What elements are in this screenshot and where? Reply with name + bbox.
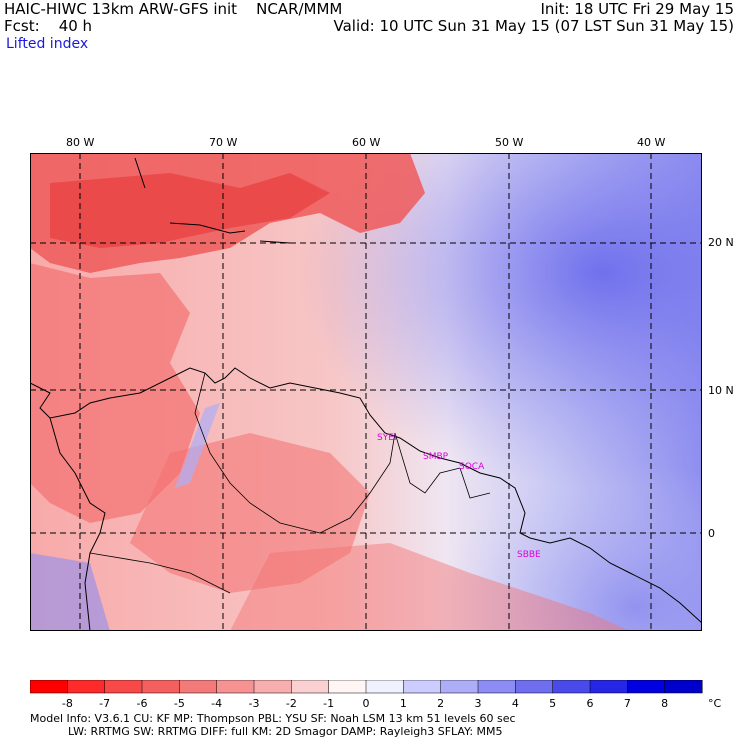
lifted-index-map: SYEI SMBP SOCA SBBE [30,153,702,631]
graticule [30,153,702,631]
colorbar-swatch [552,680,591,694]
colorbar-swatch [515,680,554,694]
lon-label-60w: 60 W [352,136,381,149]
valid-time: Valid: 10 UTC Sun 31 May 15 (07 LST Sun … [333,17,734,35]
colorbar-tick-label: -8 [62,697,73,710]
lon-label-70w: 70 W [209,136,238,149]
colorbar-swatch [328,680,367,694]
colorbar-swatch [664,680,703,694]
colorbar-swatch [216,680,255,694]
colorbar-tick-label: 8 [661,697,668,710]
colorbar-swatch [291,680,330,694]
colorbar: -8 -7 -6 -5 -4 -3 -2 -1 0 1 2 3 4 5 6 7 8 °C [30,680,722,710]
lat-label-20n: 20 N [708,236,734,249]
station-sbbe: SBBE [517,550,541,560]
colorbar-swatch [141,680,180,694]
colorbar-swatch [477,680,516,694]
lon-label-80w: 80 W [66,136,95,149]
field-name: Lifted index [6,36,89,52]
unstable-west [30,263,200,523]
colorbar-swatch [627,680,666,694]
colorbar-tick-label: -4 [211,697,222,710]
init-time: Init: 18 UTC Fri 29 May 15 [540,0,734,18]
colorbar-swatch [253,680,292,694]
colorbar-swatch [589,680,628,694]
colorbar-tick-label: 0 [363,697,370,710]
colorbar-tick-label: 5 [549,697,556,710]
colorbar-swatch [365,680,404,694]
colorbar-tick-label: 2 [437,697,444,710]
unstable-amazon [230,543,630,631]
model-info-line2: LW: RRTMG SW: RRTMG DIFF: full KM: 2D Sm… [68,725,503,738]
colorbar-tick-label: -2 [286,697,297,710]
colorbar-tick-label: 1 [400,697,407,710]
colorbar-swatch [30,680,68,694]
model-title: HAIC-HIWC 13km ARW-GFS init NCAR/MMM [4,0,343,18]
colorbar-tick-label: -6 [137,697,148,710]
map-frame [30,153,702,631]
colorbar-tick-label: -7 [99,697,110,710]
colorbar-tick-label: -3 [249,697,260,710]
model-info-line1: Model Info: V3.6.1 CU: KF MP: Thompson P… [30,712,516,725]
colorbar-swatch [403,680,442,694]
lon-label-40w: 40 W [637,136,666,149]
colorbar-swatch [179,680,218,694]
station-syei: SYEI [377,433,397,443]
colorbar-tick-label: 4 [512,697,519,710]
colorbar-tick-label: -5 [174,697,185,710]
stable-streak-colombia [175,403,220,488]
colorbar-tick-label: 3 [475,697,482,710]
colorbar-unit: °C [708,697,722,710]
colorbar-tick-label: 6 [587,697,594,710]
station-smbp: SMBP [423,452,449,462]
colorbar-tick-label: -1 [323,697,334,710]
country-borders [89,372,491,594]
forecast-hour: Fcst: 40 h [4,17,93,35]
colorbar-swatch [67,680,106,694]
colorbar-swatch [440,680,479,694]
stable-pacific-southwest [30,553,110,631]
station-soca: SOCA [459,462,485,472]
unstable-core-caribbean [50,173,330,248]
lon-label-50w: 50 W [495,136,524,149]
colorbar-swatch [104,680,143,694]
colorbar-tick-label: 7 [624,697,631,710]
coastlines [30,157,702,631]
lat-label-0: 0 [708,527,715,540]
lat-label-10n: 10 N [708,384,734,397]
